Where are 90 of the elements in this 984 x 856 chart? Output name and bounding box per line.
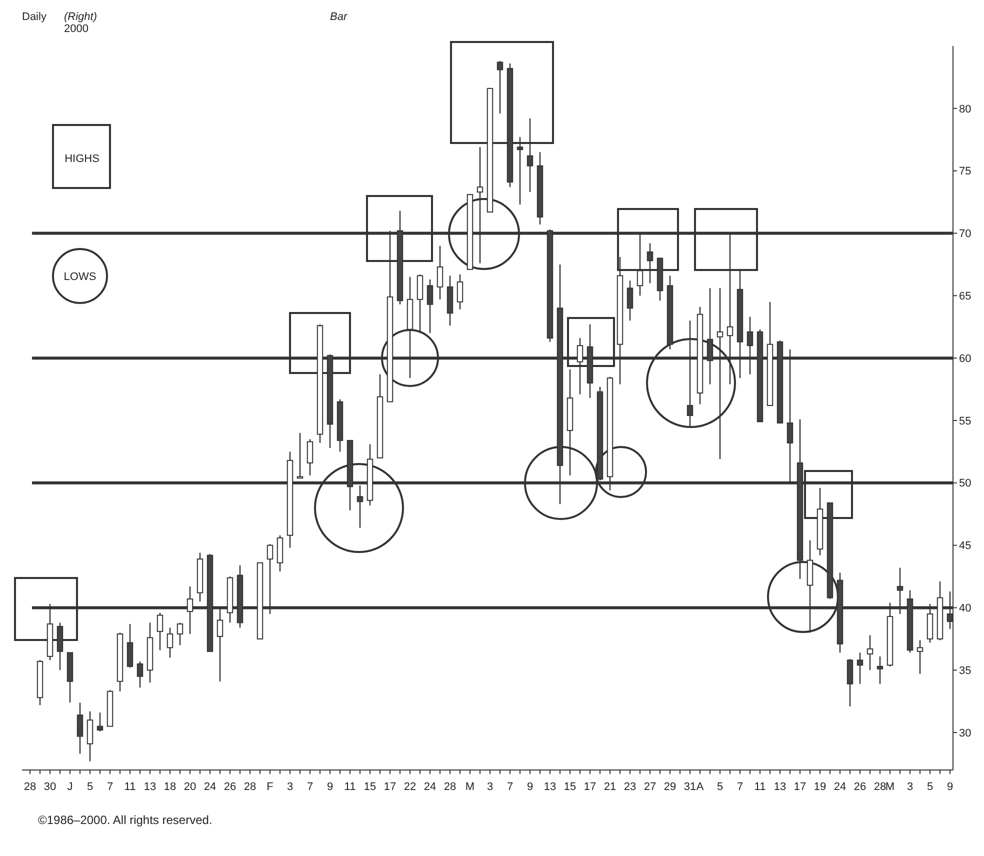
x-tick-label: 5 xyxy=(926,781,934,793)
y-tick-label: 30 xyxy=(959,727,972,740)
candlestick xyxy=(846,658,854,707)
y-tick-label: 80 xyxy=(959,103,972,116)
x-tick-label: 9 xyxy=(526,781,534,793)
x-tick-label: 20 xyxy=(184,781,196,793)
y-tick-label: 40 xyxy=(959,602,972,615)
x-tick-label: 7 xyxy=(506,781,514,793)
x-tick-label: 11 xyxy=(344,781,356,793)
x-tick-label: 13 xyxy=(144,781,156,793)
x-tick-label: 28 xyxy=(24,781,36,793)
x-tick-label: 15 xyxy=(564,781,576,793)
y-tick-label: 60 xyxy=(959,352,972,365)
candlestick xyxy=(496,60,504,114)
chart-title: Daily xyxy=(22,11,47,23)
x-tick-label: 24 xyxy=(424,781,436,793)
x-tick-label: 19 xyxy=(814,781,826,793)
x-tick-label: 11 xyxy=(124,781,136,793)
candlestick xyxy=(516,136,524,206)
y-tick-label: 45 xyxy=(959,540,972,552)
x-tick-label: 31 xyxy=(684,781,696,793)
x-tick-label: 3 xyxy=(906,781,914,793)
candlestick xyxy=(416,274,424,334)
x-tick-label: 7 xyxy=(106,781,114,793)
x-tick-label: 27 xyxy=(644,781,656,793)
x-tick-label: 11 xyxy=(754,781,766,793)
candlestick xyxy=(436,245,444,300)
chart-subtitle: 2000 xyxy=(64,23,88,35)
y-tick-label: 50 xyxy=(959,478,972,490)
text: (Right) xyxy=(64,11,98,23)
x-tick-label: 26 xyxy=(224,781,236,793)
x-tick-label: 7 xyxy=(306,781,314,793)
x-tick-label: 3 xyxy=(286,781,294,793)
candlestick xyxy=(166,627,174,658)
candlestick xyxy=(876,656,884,684)
candlestick xyxy=(176,622,184,646)
annotation: HIGHS xyxy=(64,153,100,165)
y-tick-label: 65 xyxy=(959,290,972,303)
x-tick-label: 13 xyxy=(544,781,556,793)
x-tick-label: 15 xyxy=(364,781,376,793)
x-tick-label: M xyxy=(885,781,895,793)
y-tick-label: 70 xyxy=(959,228,972,240)
x-tick-label: 7 xyxy=(736,781,744,793)
x-tick-label: 9 xyxy=(946,781,954,793)
x-tick-label: 9 xyxy=(326,781,334,793)
text: ©1986–2000. All rights reserved. xyxy=(38,813,212,827)
x-tick-label: 26 xyxy=(854,781,866,793)
candlestick xyxy=(136,660,144,688)
x-tick-label: 17 xyxy=(794,781,806,793)
candlestick xyxy=(86,710,94,762)
x-tick-label: 5 xyxy=(716,781,724,793)
x-tick-label: 18 xyxy=(164,781,176,793)
x-tick-label: 24 xyxy=(834,781,846,793)
x-tick-label: 28 xyxy=(874,781,886,793)
x-tick-label: 28 xyxy=(244,781,256,793)
candlestick xyxy=(856,652,864,684)
x-tick-label: J xyxy=(67,781,73,793)
text: Bar xyxy=(330,11,348,23)
x-tick-label: 5 xyxy=(86,781,94,793)
candlestick xyxy=(426,278,434,334)
candlestick xyxy=(306,438,314,476)
candlestick xyxy=(526,118,534,193)
x-tick-label: 24 xyxy=(204,781,216,793)
candlestick xyxy=(76,702,84,754)
x-tick-label: 30 xyxy=(44,781,56,793)
y-tick-label: 75 xyxy=(959,166,972,178)
x-tick-label: 29 xyxy=(664,781,676,793)
candlestick xyxy=(626,280,634,322)
y-tick-label: 35 xyxy=(959,664,972,677)
annotation: LOWS xyxy=(64,271,96,283)
candlestick xyxy=(646,242,654,284)
x-tick-label: 17 xyxy=(584,781,596,793)
x-tick-label: 23 xyxy=(624,781,636,793)
x-tick-label: 22 xyxy=(404,781,416,793)
x-tick-label: M xyxy=(465,781,475,793)
x-tick-label: 17 xyxy=(384,781,396,793)
candlestick xyxy=(96,712,104,732)
x-tick-label: F xyxy=(266,781,274,793)
candlestick xyxy=(456,274,464,310)
candlestick xyxy=(126,623,134,668)
x-tick-label: A xyxy=(696,781,704,793)
candlestick xyxy=(156,612,164,651)
candlestick xyxy=(866,634,874,671)
x-tick-label: 21 xyxy=(604,781,616,793)
candlestick xyxy=(916,640,924,674)
x-tick-label: 13 xyxy=(774,781,786,793)
x-tick-label: 3 xyxy=(486,781,494,793)
candlestick xyxy=(296,432,304,479)
x-tick-label: 28 xyxy=(444,781,456,793)
y-tick-label: 55 xyxy=(959,415,972,428)
